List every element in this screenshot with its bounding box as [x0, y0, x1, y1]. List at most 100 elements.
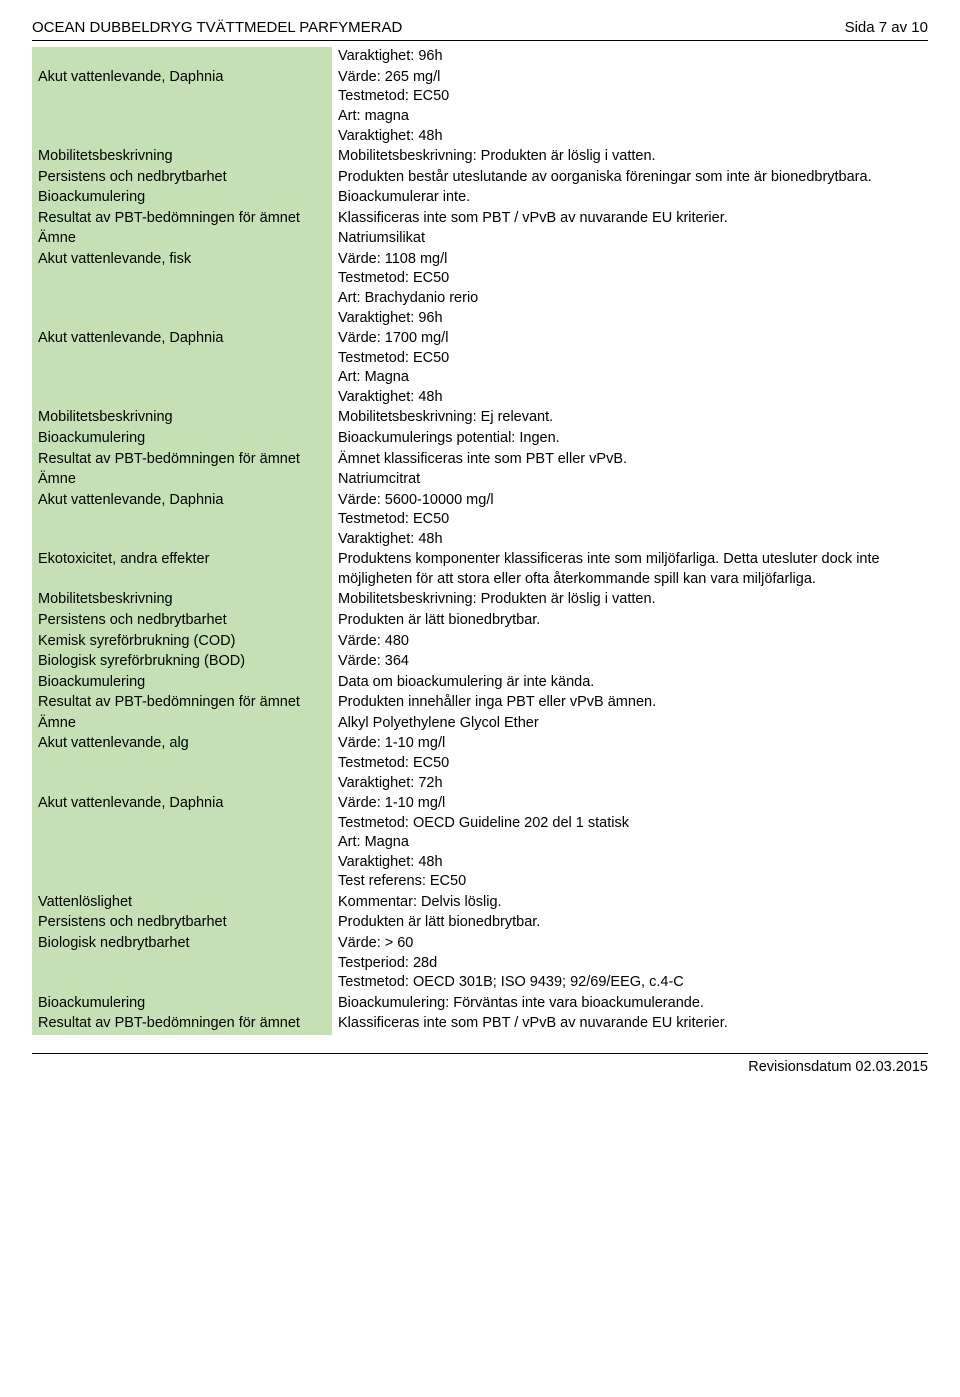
row-value-line: Värde: 1108 mg/l	[338, 250, 922, 270]
row-key: Persistens och nedbrytbarhet	[32, 168, 332, 189]
document-title: OCEAN DUBBELDRYG TVÄTTMEDEL PARFYMERAD	[32, 18, 402, 38]
table-row: Bioackumulering Data om bioackumulering ä…	[32, 673, 928, 694]
table-row: Bioackumulering Bioackumulerings potentia…	[32, 429, 928, 450]
row-key: Akut vattenlevande, fisk	[32, 250, 332, 329]
table-row: Persistens och nedbrytbarhet Produkten be…	[32, 168, 928, 189]
row-value-line: Värde: 1700 mg/l	[338, 329, 922, 349]
table-row: Akut vattenlevande, DaphniaVärde: 5600-1…	[32, 491, 928, 551]
table-row: Akut vattenlevande, DaphniaVärde: 265 mg…	[32, 68, 928, 147]
row-key: Akut vattenlevande, Daphnia	[32, 68, 332, 147]
row-value-line: Klassificeras inte som PBT / vPvB av nuv…	[338, 1014, 922, 1034]
row-value-line: Testmetod: EC50	[338, 269, 922, 289]
table-row: Resultat av PBT-bedömningen för ämnetKla…	[32, 209, 928, 230]
row-value-line: Testmetod: EC50	[338, 87, 922, 107]
row-value-line: Natriumsilikat	[338, 229, 922, 249]
revision-date: Revisionsdatum 02.03.2015	[748, 1059, 928, 1075]
row-value: Varaktighet: 96h	[332, 47, 928, 68]
page-header: OCEAN DUBBELDRYG TVÄTTMEDEL PARFYMERAD S…	[32, 18, 928, 41]
row-value: Mobilitetsbeskrivning: Produkten är lösl…	[332, 590, 928, 611]
row-key: Akut vattenlevande, Daphnia	[32, 794, 332, 893]
table-row: Resultat av PBT-bedömningen för ämnetÄmn…	[32, 450, 928, 471]
row-value: Natriumcitrat	[332, 470, 928, 491]
row-value: Mobilitetsbeskrivning: Ej relevant.	[332, 408, 928, 429]
row-value-line: Varaktighet: 96h	[338, 47, 922, 67]
row-key: Bioackumulering	[32, 673, 332, 694]
row-value-line: Bioackumulerar inte.	[338, 188, 922, 208]
row-value-line: Varaktighet: 48h	[338, 127, 922, 147]
row-key: Akut vattenlevande, Daphnia	[32, 491, 332, 551]
row-value-line: Testmetod: EC50	[338, 510, 922, 530]
row-key: Resultat av PBT-bedömningen för ämnet	[32, 1014, 332, 1035]
row-key: Akut vattenlevande, Daphnia	[32, 329, 332, 408]
row-value-line: Produkten är lätt bionedbrytbar.	[338, 913, 922, 933]
row-value: Värde: 1-10 mg/lTestmetod: EC50Varaktigh…	[332, 734, 928, 794]
table-row: MobilitetsbeskrivningMobilitetsbeskrivni…	[32, 590, 928, 611]
row-key: Mobilitetsbeskrivning	[32, 408, 332, 429]
row-value: Värde: 5600-10000 mg/lTestmetod: EC50Var…	[332, 491, 928, 551]
table-row: ÄmneAlkyl Polyethylene Glycol Ether	[32, 714, 928, 735]
row-value-line: Varaktighet: 48h	[338, 388, 922, 408]
row-key: Akut vattenlevande, alg	[32, 734, 332, 794]
row-value-line: Produkten är lätt bionedbrytbar.	[338, 611, 922, 631]
table-row: Ämne Natriumcitrat	[32, 470, 928, 491]
row-key	[32, 47, 332, 68]
row-key: Ämne	[32, 470, 332, 491]
row-value: Värde: 1700 mg/lTestmetod: EC50Art: Magn…	[332, 329, 928, 408]
row-value: Ämnet klassificeras inte som PBT eller v…	[332, 450, 928, 471]
row-value: Klassificeras inte som PBT / vPvB av nuv…	[332, 209, 928, 230]
row-value: Klassificeras inte som PBT / vPvB av nuv…	[332, 1014, 928, 1035]
row-value-line: Test referens: EC50	[338, 872, 922, 892]
row-key: Ekotoxicitet, andra effekter	[32, 550, 332, 590]
row-value: Data om bioackumulering är inte kända.	[332, 673, 928, 694]
row-value: Värde: 265 mg/lTestmetod: EC50Art: magna…	[332, 68, 928, 147]
row-value-line: Bioackumulering: Förväntas inte vara bio…	[338, 994, 922, 1014]
row-value-line: Värde: 364	[338, 652, 922, 672]
row-value-line: Värde: 480	[338, 632, 922, 652]
row-value-line: Art: Magna	[338, 368, 922, 388]
row-value-line: Varaktighet: 48h	[338, 530, 922, 550]
row-value: Alkyl Polyethylene Glycol Ether	[332, 714, 928, 735]
row-value-line: Art: Brachydanio rerio	[338, 289, 922, 309]
row-value: Natriumsilikat	[332, 229, 928, 250]
row-value-line: Varaktighet: 96h	[338, 309, 922, 329]
table-row: MobilitetsbeskrivningMobilitetsbeskrivni…	[32, 408, 928, 429]
row-value-line: Testmetod: EC50	[338, 349, 922, 369]
page-number: Sida 7 av 10	[845, 18, 928, 38]
row-value-line: Data om bioackumulering är inte kända.	[338, 673, 922, 693]
row-value-line: Produktens komponenter klassificeras int…	[338, 550, 922, 589]
row-value-line: Alkyl Polyethylene Glycol Ether	[338, 714, 922, 734]
row-value: Produkten består uteslutande av oorganis…	[332, 168, 928, 189]
row-value-line: Mobilitetsbeskrivning: Produkten är lösl…	[338, 147, 922, 167]
row-value-line: Art: Magna	[338, 833, 922, 853]
row-value: Produkten är lätt bionedbrytbar.	[332, 913, 928, 934]
row-value-line: Varaktighet: 72h	[338, 774, 922, 794]
row-key: Ämne	[32, 229, 332, 250]
row-key: Biologisk syreförbrukning (BOD)	[32, 652, 332, 673]
table-row: Kemisk syreförbrukning (COD)Värde: 480	[32, 632, 928, 653]
row-value: Produktens komponenter klassificeras int…	[332, 550, 928, 590]
row-value: Produkten är lätt bionedbrytbar.	[332, 611, 928, 632]
row-value: Bioackumulerings potential: Ingen.	[332, 429, 928, 450]
row-value-line: Bioackumulerings potential: Ingen.	[338, 429, 922, 449]
row-value-line: Värde: 5600-10000 mg/l	[338, 491, 922, 511]
table-row: BioackumuleringBioackumulerar inte.	[32, 188, 928, 209]
row-value-line: Produkten består uteslutande av oorganis…	[338, 168, 922, 188]
table-row: Ekotoxicitet, andra effekterProduktens k…	[32, 550, 928, 590]
row-value: Värde: > 60Testperiod: 28dTestmetod: OEC…	[332, 934, 928, 994]
row-value-line: Natriumcitrat	[338, 470, 922, 490]
table-row: Bioackumulering Bioackumulering: Förvänta…	[32, 994, 928, 1015]
row-key: Bioackumulering	[32, 994, 332, 1015]
row-key: Persistens och nedbrytbarhet	[32, 611, 332, 632]
row-value-line: Värde: 1-10 mg/l	[338, 734, 922, 754]
row-key: Mobilitetsbeskrivning	[32, 147, 332, 168]
sds-data-table: Varaktighet: 96hAkut vattenlevande, Daph…	[32, 47, 928, 1035]
row-value-line: Värde: > 60	[338, 934, 922, 954]
row-key: Bioackumulering	[32, 429, 332, 450]
row-value-line: Testmetod: OECD Guideline 202 del 1 stat…	[338, 814, 922, 834]
table-row: Mobilitetsbeskrivning Mobilitetsbeskrivni…	[32, 147, 928, 168]
row-value-line: Värde: 1-10 mg/l	[338, 794, 922, 814]
page-container: OCEAN DUBBELDRYG TVÄTTMEDEL PARFYMERAD S…	[0, 0, 960, 1077]
row-value: Värde: 1-10 mg/lTestmetod: OECD Guidelin…	[332, 794, 928, 893]
row-value-line: Testmetod: OECD 301B; ISO 9439; 92/69/EE…	[338, 973, 922, 993]
row-value-line: Testmetod: EC50	[338, 754, 922, 774]
